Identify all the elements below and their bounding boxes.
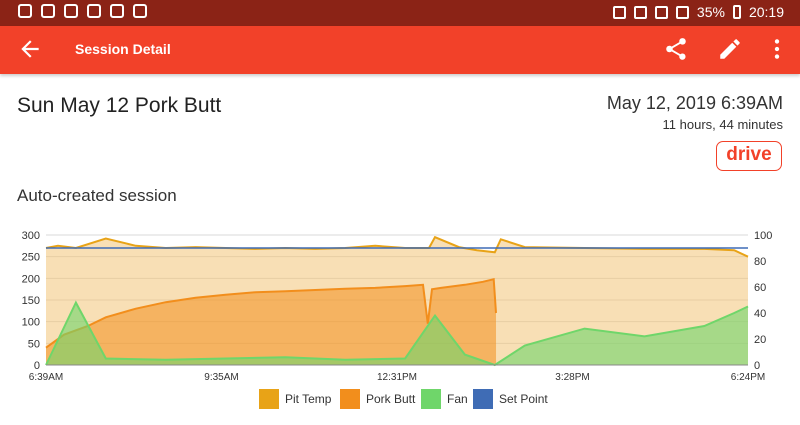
fan-line bbox=[45, 300, 749, 367]
legend-swatch bbox=[473, 389, 493, 409]
notification-icon bbox=[18, 4, 32, 18]
legend-item: Set Point bbox=[473, 389, 548, 409]
right-axis-tick-label: 100 bbox=[754, 230, 772, 242]
session-chart: 0 50 100 150 200 250 300 0 20 40 60 80 100 6:39AM 9:35… bbox=[22, 230, 773, 383]
x-axis-tick-label: 3:28PM bbox=[555, 372, 589, 383]
right-axis-tick-label: 20 bbox=[754, 334, 766, 346]
legend-label: Pork Butt bbox=[366, 392, 416, 406]
legend-item: Fan bbox=[421, 389, 468, 409]
status-bar: 35% 20:19 bbox=[0, 0, 800, 26]
session-date: May 12, 2019 6:39AM bbox=[606, 93, 783, 113]
legend-item: Pit Temp bbox=[259, 389, 331, 409]
drive-badge[interactable]: drive bbox=[716, 141, 782, 171]
battery-percent: 35% bbox=[696, 4, 725, 20]
legend-item: Pork Butt bbox=[340, 389, 415, 409]
left-axis-tick-label: 100 bbox=[22, 317, 40, 329]
system-status: 35% 20:19 bbox=[612, 4, 784, 20]
screen-title: Session Detail bbox=[75, 41, 171, 57]
share-icon[interactable] bbox=[663, 36, 689, 62]
left-axis-tick-label: 250 bbox=[22, 252, 40, 264]
right-axis-tick-label: 80 bbox=[754, 256, 766, 268]
legend-label: Fan bbox=[447, 392, 468, 406]
chart-legend: Pit Temp Pork Butt Fan Set Point bbox=[0, 389, 800, 409]
session-duration: 11 hours, 44 minutes bbox=[662, 117, 783, 132]
legend-swatch bbox=[259, 389, 279, 409]
clock: 20:19 bbox=[748, 4, 784, 20]
session-notes: Auto-created session bbox=[17, 186, 177, 205]
left-axis-tick-label: 150 bbox=[22, 295, 40, 307]
x-axis-tick-label: 12:31PM bbox=[377, 372, 417, 383]
right-axis-tick-label: 40 bbox=[754, 308, 766, 320]
app-bar: Session Detail bbox=[0, 26, 800, 74]
pork-butt-line bbox=[45, 277, 497, 349]
nfc-icon bbox=[633, 5, 647, 19]
notification-icons bbox=[18, 4, 147, 18]
pork-butt-area bbox=[46, 279, 497, 365]
legend-label: Set Point bbox=[499, 392, 548, 406]
battery-icon bbox=[732, 5, 741, 19]
x-axis-tick-label: 6:24PM bbox=[731, 372, 765, 383]
left-axis-tick-label: 50 bbox=[28, 338, 40, 350]
legend-swatch bbox=[340, 389, 360, 409]
right-axis-tick-label: 60 bbox=[754, 282, 766, 294]
notification-icon bbox=[87, 4, 101, 18]
notification-icon bbox=[110, 4, 124, 18]
arrow-left-icon[interactable] bbox=[17, 36, 43, 62]
signal-icon bbox=[675, 5, 689, 19]
session-title: Sun May 12 Pork Butt bbox=[17, 94, 222, 117]
legend-swatch bbox=[421, 389, 441, 409]
bluetooth-icon bbox=[612, 5, 626, 19]
left-axis-tick-label: 300 bbox=[22, 230, 40, 242]
notification-icon bbox=[133, 4, 147, 18]
left-axis-tick-label: 200 bbox=[22, 273, 40, 285]
legend-label: Pit Temp bbox=[285, 392, 332, 406]
right-axis-tick-label: 0 bbox=[754, 360, 760, 372]
fan-area bbox=[46, 302, 748, 365]
left-axis-tick-label: 0 bbox=[34, 360, 40, 372]
pencil-icon[interactable] bbox=[717, 36, 743, 62]
more-vert-icon[interactable] bbox=[764, 36, 790, 62]
x-axis-tick-label: 9:35AM bbox=[204, 372, 238, 383]
notification-icon bbox=[64, 4, 78, 18]
wifi-icon bbox=[654, 5, 668, 19]
notification-icon bbox=[41, 4, 55, 18]
x-axis-tick-label: 6:39AM bbox=[29, 372, 63, 383]
